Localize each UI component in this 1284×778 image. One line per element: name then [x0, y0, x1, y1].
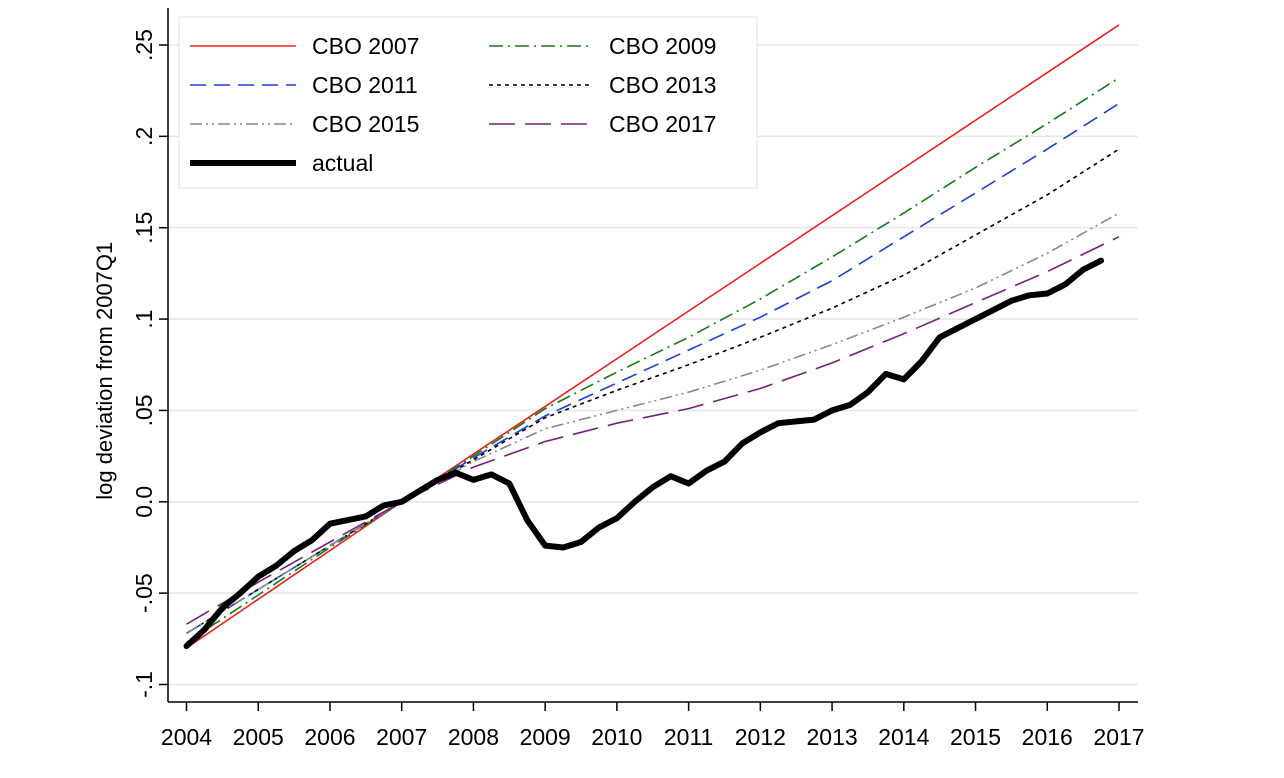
x-tick-label-8: 2012	[735, 724, 786, 750]
series-layer	[183, 24, 1120, 650]
legend-label-actual: actual	[312, 150, 373, 176]
legend-label-cbo-2009: CBO 2009	[609, 33, 716, 59]
y-tick-label-7: .25	[131, 29, 157, 61]
y-tick-label-6: .2	[131, 127, 157, 146]
series-line-actual	[183, 257, 1105, 650]
x-tick-label-10: 2014	[878, 724, 929, 750]
y-axis-title: log deviation from 2007Q1	[92, 242, 117, 500]
legend-label-cbo-2007: CBO 2007	[312, 33, 419, 59]
series-line-cbo-2017	[186, 236, 1120, 625]
series-line-cbo-2013	[186, 148, 1120, 634]
x-tick-label-4: 2008	[448, 724, 499, 750]
x-tick-label-5: 2009	[520, 724, 571, 750]
x-axis-ticks: 2004 2005 2006 2007 2008 2009 2010 2011 2012 2013…	[161, 702, 1145, 750]
x-tick-label-9: 2013	[806, 724, 857, 750]
x-tick-label-6: 2010	[591, 724, 642, 750]
series-line-cbo-2009	[186, 77, 1120, 644]
legend-label-cbo-2011: CBO 2011	[312, 72, 418, 98]
x-tick-label-0: 2004	[161, 724, 212, 750]
y-axis-ticks: -.1 -.05 0.0 .05 .1 .15 .2 .25	[131, 29, 168, 698]
y-tick-label-0: -.1	[131, 671, 157, 698]
series-line-cbo-2011	[186, 102, 1120, 634]
legend-label-cbo-2013: CBO 2013	[609, 72, 716, 98]
y-tick-label-5: .15	[131, 212, 157, 244]
x-tick-label-2: 2006	[304, 724, 355, 750]
y-tick-label-2: 0.0	[131, 486, 157, 518]
legend: CBO 2007 CBO 2009 CBO 2011 CBO 2013 CBO 2015…	[178, 16, 758, 189]
legend-label-cbo-2015: CBO 2015	[312, 111, 419, 137]
x-tick-label-12: 2016	[1022, 724, 1073, 750]
x-tick-label-1: 2005	[233, 724, 284, 750]
legend-label-cbo-2017: CBO 2017	[609, 111, 716, 137]
x-tick-label-13: 2017	[1093, 724, 1144, 750]
x-tick-label-11: 2015	[950, 724, 1001, 750]
y-tick-label-4: .1	[131, 309, 157, 328]
y-tick-label-3: .05	[131, 394, 157, 426]
y-tick-label-1: -.05	[131, 573, 157, 613]
x-tick-label-7: 2011	[664, 724, 713, 750]
x-tick-label-3: 2007	[376, 724, 427, 750]
